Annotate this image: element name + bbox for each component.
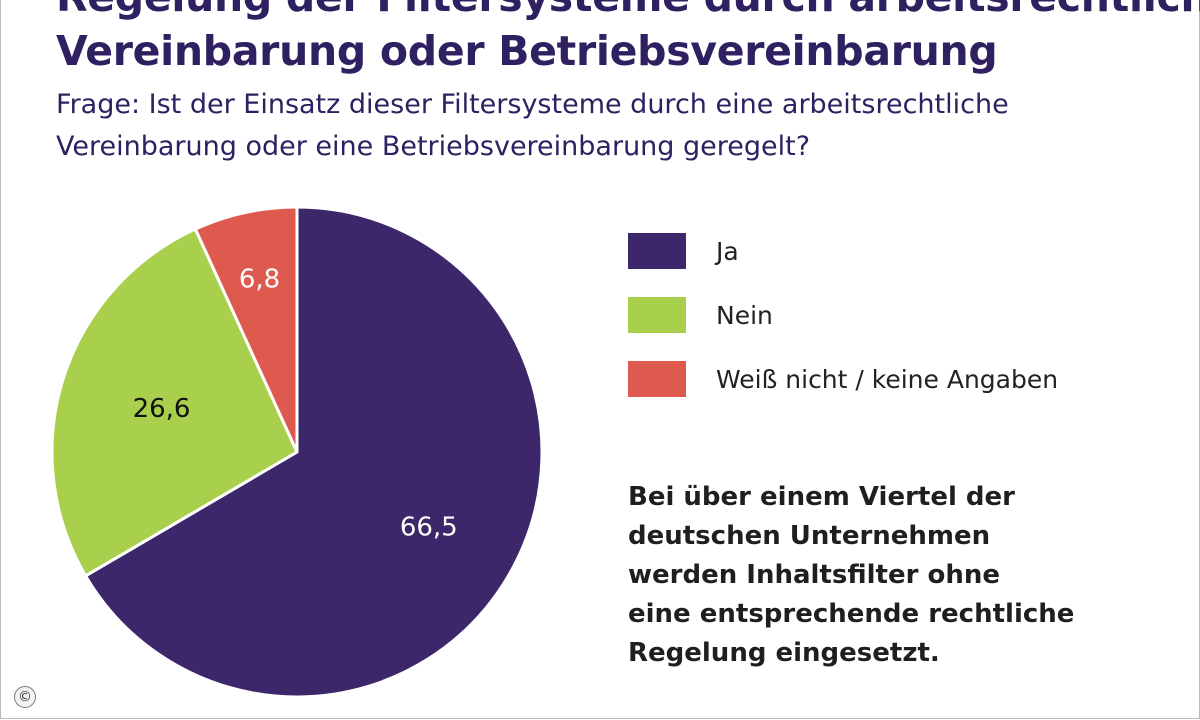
legend-swatch-ja [628,233,686,269]
survey-question: Frage: Ist der Einsatz dieser Filtersyst… [56,84,1176,168]
legend-label-ja: Ja [716,236,739,266]
legend-item-ja: Ja [628,232,1058,270]
chart-title-line-1: Regelung der Filtersysteme durch arbeits… [56,0,1200,22]
pie-slice-nein [50,227,299,578]
pie-slice-ja [84,205,544,699]
summary-note-line-5: Regelung eingesetzt. [628,638,940,668]
summary-note-line-4: eine entsprechende rechtliche [628,599,1075,629]
summary-note-line-1: Bei über einem Viertel der [628,482,1016,512]
data-label-weiss-nicht: 6,8 [239,265,280,295]
survey-question-line-1: Frage: Ist der Einsatz dieser Filtersyst… [56,89,1009,120]
data-label-ja: 66,5 [400,513,458,543]
legend-label-weiss-nicht: Weiß nicht / keine Angaben [716,364,1059,394]
pie-slice-weiss-nicht [193,205,299,454]
copyright-icon: © [14,686,36,708]
pie-chart: 66,5 26,6 6,8 [50,205,544,699]
summary-note-line-2: deutschen Unternehmen [628,521,991,551]
data-label-nein: 26,6 [133,394,191,424]
legend-label-nein: Nein [716,300,773,330]
summary-note: Bei über einem Viertel der deutschen Unt… [628,478,1074,673]
legend-swatch-nein [628,297,686,333]
summary-note-line-3: werden Inhaltsfilter ohne [628,560,1000,590]
legend-item-weiss-nicht: Weiß nicht / keine Angaben [628,360,1058,398]
legend-swatch-weiss-nicht [628,361,686,397]
legend-item-nein: Nein [628,296,1058,334]
chart-legend: Ja Nein Weiß nicht / keine Angaben [628,232,1058,424]
chart-title-line-2: Vereinbarung oder Betriebsvereinbarung [56,27,998,75]
survey-question-line-2: Vereinbarung oder eine Betriebsvereinbar… [56,131,811,162]
